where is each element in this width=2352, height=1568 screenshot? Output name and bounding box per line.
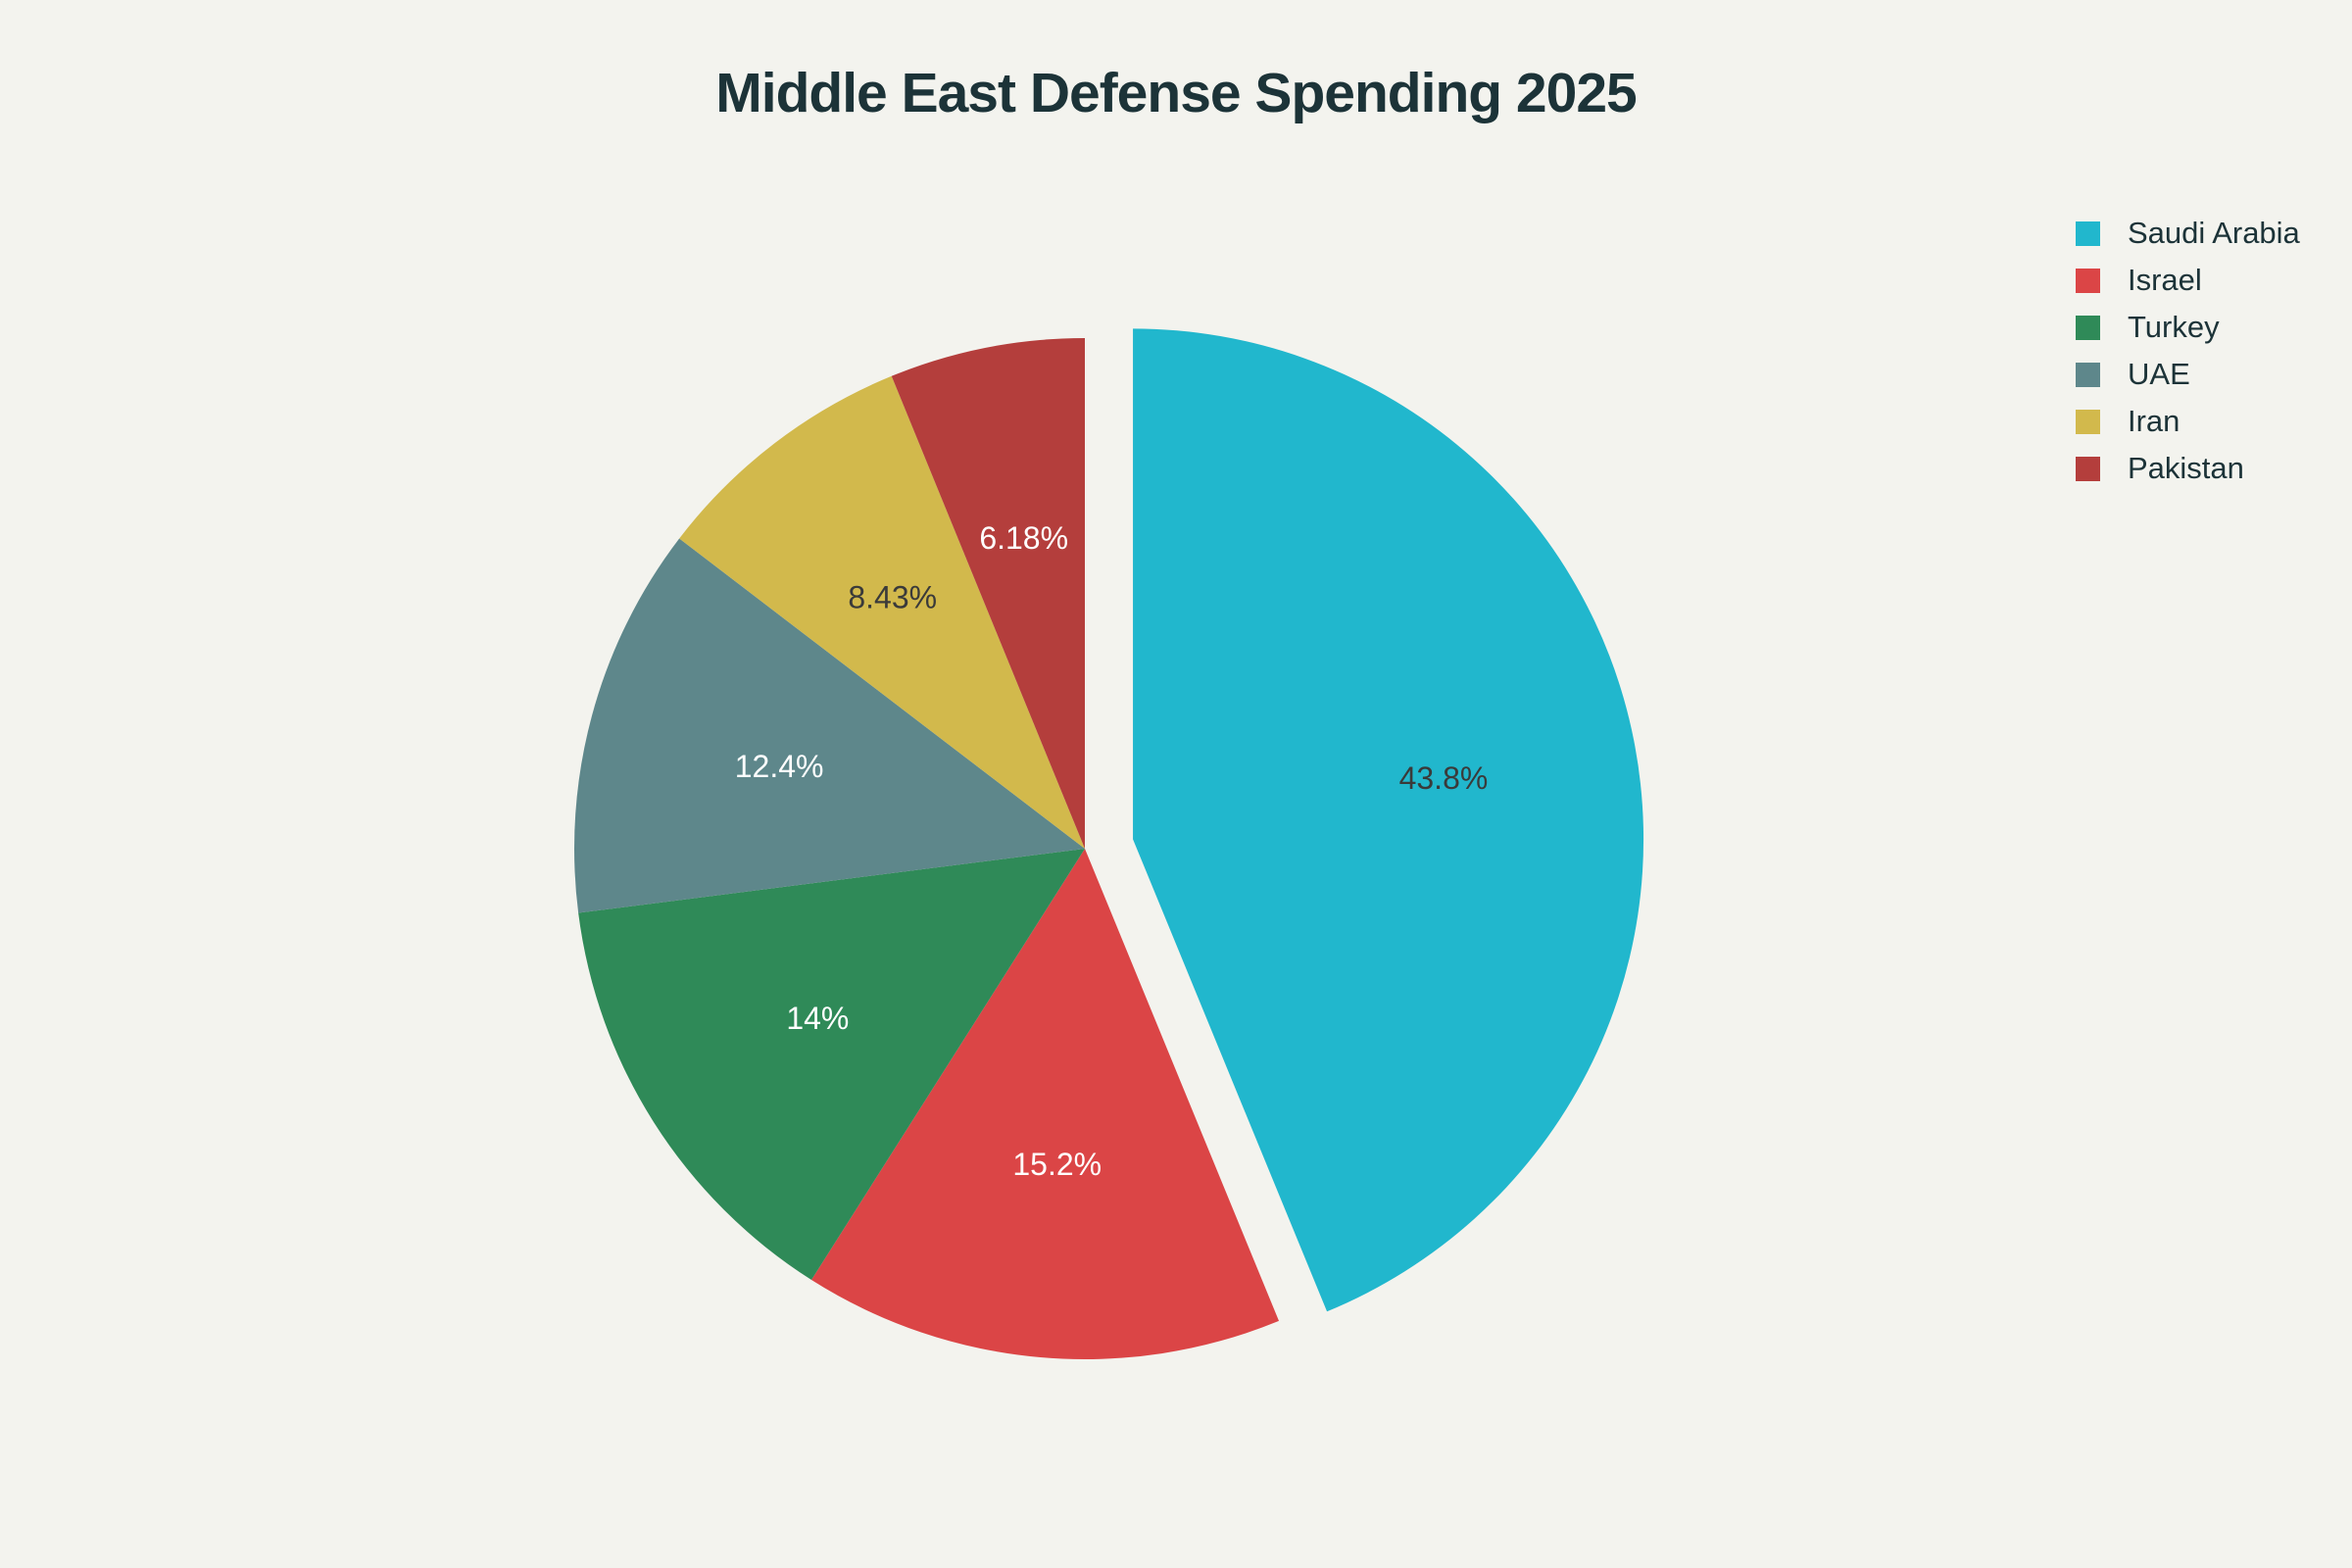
slice-label-saudi-arabia: 43.8% bbox=[1399, 760, 1489, 796]
legend-swatch bbox=[2076, 456, 2100, 481]
legend-swatch bbox=[2076, 220, 2100, 246]
legend-swatch bbox=[2076, 268, 2100, 293]
legend-item-saudi-arabia[interactable]: Saudi Arabia bbox=[2076, 210, 2300, 257]
legend-swatch bbox=[2076, 409, 2100, 434]
pie-slice-israel[interactable] bbox=[810, 849, 1279, 1359]
pie-slice-saudi-arabia[interactable] bbox=[1133, 328, 1644, 1312]
legend-label: Iran bbox=[2128, 404, 2180, 438]
legend-label: Turkey bbox=[2128, 310, 2220, 344]
legend-label: UAE bbox=[2128, 357, 2190, 391]
slice-label-pakistan: 6.18% bbox=[979, 520, 1068, 556]
slice-label-israel: 15.2% bbox=[1012, 1147, 1102, 1182]
slice-label-uae: 12.4% bbox=[735, 749, 824, 784]
pie-slice-iran[interactable] bbox=[679, 375, 1085, 849]
legend-label: Israel bbox=[2128, 263, 2202, 297]
pie-slice-turkey[interactable] bbox=[578, 849, 1085, 1280]
legend-swatch bbox=[2076, 315, 2100, 340]
chart-title: Middle East Defense Spending 2025 bbox=[715, 62, 1637, 124]
legend-item-pakistan[interactable]: Pakistan bbox=[2076, 445, 2300, 492]
legend-label: Saudi Arabia bbox=[2128, 216, 2300, 250]
pie-slice-pakistan[interactable] bbox=[891, 338, 1085, 849]
legend-item-israel[interactable]: Israel bbox=[2076, 257, 2300, 304]
slice-label-iran: 8.43% bbox=[848, 579, 937, 614]
legend: Saudi Arabia Israel Turkey UAE Iran Pakistan bbox=[2076, 210, 2300, 492]
legend-item-iran[interactable]: Iran bbox=[2076, 398, 2300, 445]
pie-slice-uae[interactable] bbox=[574, 538, 1085, 913]
legend-item-uae[interactable]: UAE bbox=[2076, 351, 2300, 398]
legend-swatch bbox=[2076, 362, 2100, 387]
legend-item-turkey[interactable]: Turkey bbox=[2076, 304, 2300, 351]
slice-label-turkey: 14% bbox=[786, 1001, 849, 1036]
legend-label: Pakistan bbox=[2128, 451, 2244, 485]
